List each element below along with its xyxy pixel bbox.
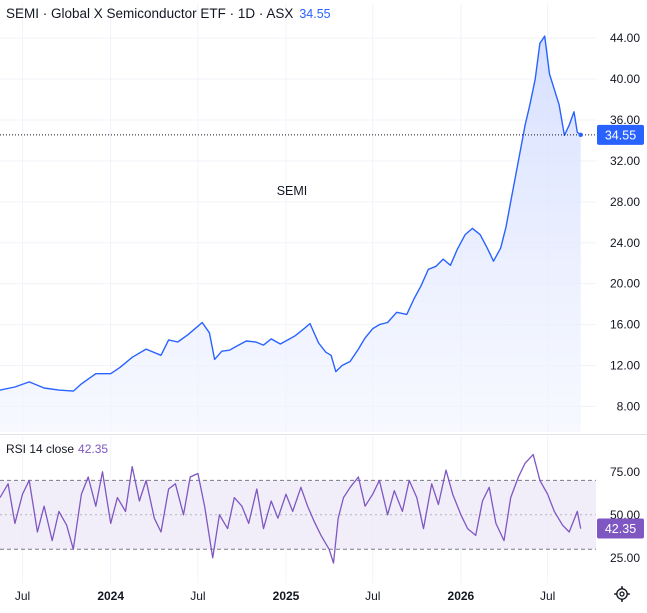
y-tick-label: 24.00 <box>610 236 640 250</box>
rsi-title: RSI 14 close <box>6 442 75 456</box>
rsi-value-badge <box>597 518 644 539</box>
y-tick-label: 12.00 <box>610 359 640 373</box>
y-tick-label: 32.00 <box>610 154 640 168</box>
rsi-y-tick-label: 25.00 <box>610 551 640 565</box>
y-tick-label: 28.00 <box>610 195 640 209</box>
gear-icon[interactable] <box>614 586 630 602</box>
chart-title: SEMI · Global X Semiconductor ETF · 1D ·… <box>6 6 331 21</box>
series-annotation: SEMI <box>277 184 308 198</box>
x-tick-label: 2024 <box>97 589 124 603</box>
x-tick-label: Jul <box>15 589 30 603</box>
price-area-fill <box>0 36 581 432</box>
price-line <box>0 35 582 392</box>
y-tick-label: 20.00 <box>610 277 640 291</box>
rsi-y-tick-label: 50.00 <box>610 508 640 522</box>
chart-title-text: SEMI · Global X Semiconductor ETF · 1D ·… <box>6 6 294 21</box>
x-tick-label: Jul <box>190 589 205 603</box>
last-price-dot <box>578 132 583 138</box>
x-tick-label: 2025 <box>273 589 300 603</box>
y-tick-label: 16.00 <box>610 318 640 332</box>
rsi-line <box>0 453 582 564</box>
y-tick-label: 40.00 <box>610 72 640 86</box>
last-price-badge <box>597 124 644 145</box>
x-tick-label: 2026 <box>448 589 475 603</box>
price-area-layer <box>0 35 596 432</box>
y-tick-label: 44.00 <box>610 31 640 45</box>
label-layer: 34.55 SEMI 42.35 <box>277 124 644 539</box>
x-tick-label: Jul <box>365 589 380 603</box>
rsi-header: RSI 14 close 42.35 <box>6 442 108 456</box>
rsi-layer <box>0 453 596 564</box>
y-tick-label: 8.00 <box>617 399 641 413</box>
axis-layer: 8.00 12.00 16.00 20.00 24.00 28.00 32.00 36.00 4… <box>15 31 640 603</box>
rsi-header-value: 42.35 <box>78 442 109 456</box>
last-price-header: 34.55 <box>299 7 331 21</box>
rsi-value-label: 42.35 <box>605 522 636 536</box>
x-tick-label: Jul <box>540 589 555 603</box>
y-tick-label: 36.00 <box>610 113 640 127</box>
last-price-label: 34.55 <box>605 128 636 142</box>
rsi-y-tick-label: 75.00 <box>610 465 640 479</box>
